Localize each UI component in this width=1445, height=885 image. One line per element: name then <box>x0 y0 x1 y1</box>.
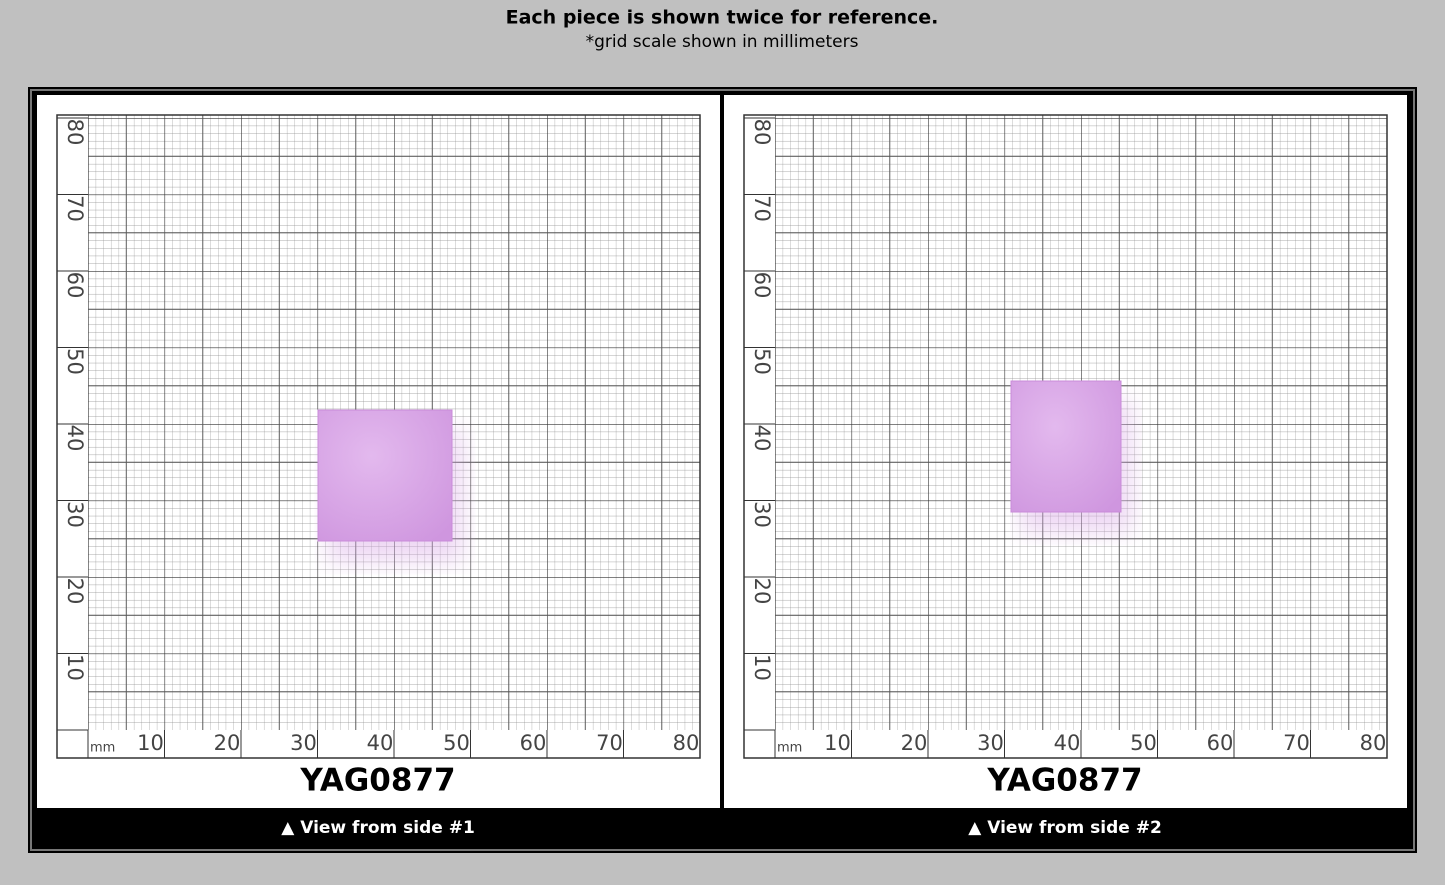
x-scale-label: 50 <box>1130 731 1157 755</box>
x-scale-label: 60 <box>520 731 547 755</box>
unit-label: mm <box>90 741 115 756</box>
x-scale-label: 20 <box>901 731 928 755</box>
title: Each piece is shown twice for reference. <box>506 7 939 29</box>
stone <box>1010 380 1122 513</box>
x-scale-label: 40 <box>367 731 394 755</box>
product-code: YAG0877 <box>986 763 1142 799</box>
y-scale-label: 40 <box>63 425 87 452</box>
y-scale-label: 10 <box>750 654 774 681</box>
x-scale-label: 80 <box>673 731 700 755</box>
product-code: YAG0877 <box>299 763 455 799</box>
y-scale-label: 20 <box>750 578 774 605</box>
x-scale-label: 30 <box>977 731 1004 755</box>
y-scale-label: 20 <box>63 578 87 605</box>
x-scale-label: 10 <box>824 731 851 755</box>
y-scale-label: 40 <box>750 425 774 452</box>
y-scale-label: 30 <box>63 501 87 528</box>
y-scale-label: 80 <box>63 119 87 146</box>
stone <box>317 409 453 542</box>
x-scale-label: 60 <box>1207 731 1234 755</box>
x-scale-label: 10 <box>137 731 164 755</box>
panel: 10 20 30 40 50 60 70 80 10 20 30 40 50 60 70 80 mm YAG087… <box>37 95 720 838</box>
x-scale-label: 70 <box>1283 731 1310 755</box>
y-scale-label: 70 <box>750 195 774 222</box>
subtitle: *grid scale shown in millimeters <box>586 32 859 52</box>
caption: ▲ View from side #2 <box>968 818 1162 838</box>
x-scale-label: 70 <box>596 731 623 755</box>
x-scale-label: 40 <box>1054 731 1081 755</box>
x-scale-label: 50 <box>443 731 470 755</box>
unit-label: mm <box>777 741 802 756</box>
y-scale-label: 60 <box>750 272 774 299</box>
y-scale-label: 50 <box>750 348 774 375</box>
grid-border <box>743 114 1388 759</box>
caption: ▲ View from side #1 <box>281 818 475 838</box>
y-scale-label: 30 <box>750 501 774 528</box>
y-scale-label: 70 <box>63 195 87 222</box>
label-strip-left <box>744 115 775 758</box>
y-scale-label: 50 <box>63 348 87 375</box>
y-scale-label: 60 <box>63 272 87 299</box>
grid-border <box>56 114 701 759</box>
x-scale-label: 30 <box>290 731 317 755</box>
label-strip-left <box>57 115 88 758</box>
y-scale-label: 10 <box>63 654 87 681</box>
x-scale-label: 20 <box>214 731 241 755</box>
panel: 10 20 30 40 50 60 70 80 10 20 30 40 50 60 70 80 mm YAG087… <box>724 95 1407 838</box>
x-scale-label: 80 <box>1360 731 1387 755</box>
frame-edge <box>30 89 1415 851</box>
y-scale-label: 80 <box>750 119 774 146</box>
